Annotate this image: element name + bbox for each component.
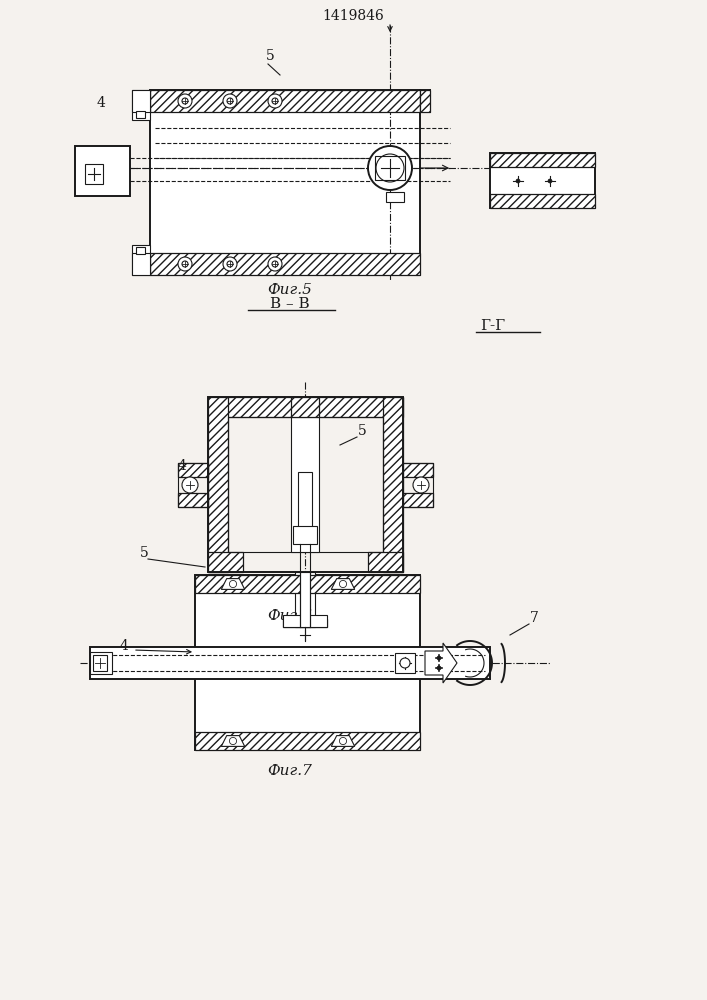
- Bar: [195, 575, 420, 593]
- Circle shape: [182, 98, 188, 104]
- Circle shape: [229, 737, 237, 745]
- Bar: [132, 90, 150, 112]
- Circle shape: [227, 261, 233, 267]
- Bar: [90, 652, 112, 674]
- Circle shape: [437, 666, 441, 670]
- Bar: [283, 615, 327, 627]
- Bar: [90, 647, 490, 679]
- Circle shape: [376, 154, 404, 182]
- Polygon shape: [332, 736, 355, 746]
- Bar: [208, 397, 403, 572]
- Text: 4: 4: [178, 459, 187, 473]
- Text: 7: 7: [530, 611, 539, 625]
- Circle shape: [516, 179, 520, 183]
- Bar: [136, 247, 145, 254]
- Text: 4: 4: [120, 639, 129, 653]
- Bar: [295, 572, 315, 627]
- Circle shape: [268, 94, 282, 108]
- Bar: [132, 245, 150, 275]
- Circle shape: [437, 656, 441, 660]
- Circle shape: [178, 257, 192, 271]
- Text: Фиг.5: Фиг.5: [267, 283, 312, 297]
- Bar: [490, 153, 595, 167]
- Circle shape: [227, 98, 233, 104]
- Bar: [490, 194, 595, 208]
- Bar: [403, 493, 433, 507]
- Text: В – В: В – В: [270, 297, 310, 311]
- Bar: [136, 111, 145, 118]
- Polygon shape: [221, 736, 245, 746]
- Circle shape: [223, 94, 237, 108]
- Circle shape: [182, 477, 198, 493]
- Bar: [178, 463, 208, 507]
- Bar: [150, 90, 420, 275]
- Bar: [228, 417, 383, 552]
- Bar: [383, 397, 403, 572]
- Bar: [208, 397, 403, 417]
- Bar: [150, 90, 420, 112]
- Polygon shape: [332, 579, 355, 589]
- Circle shape: [272, 261, 278, 267]
- Bar: [195, 575, 420, 750]
- Circle shape: [223, 257, 237, 271]
- Bar: [178, 493, 208, 507]
- Bar: [85, 164, 103, 184]
- Bar: [291, 417, 319, 552]
- Bar: [395, 653, 415, 673]
- Bar: [178, 463, 208, 477]
- Polygon shape: [425, 643, 457, 683]
- Text: Фиг.6: Фиг.6: [267, 609, 312, 623]
- Bar: [132, 253, 150, 275]
- Bar: [195, 732, 420, 750]
- Bar: [132, 90, 150, 120]
- Bar: [300, 572, 310, 627]
- Text: 5: 5: [266, 49, 274, 63]
- Circle shape: [272, 98, 278, 104]
- Bar: [293, 526, 317, 544]
- Circle shape: [339, 737, 346, 745]
- Bar: [368, 552, 403, 572]
- Circle shape: [182, 261, 188, 267]
- Circle shape: [368, 146, 412, 190]
- Bar: [75, 146, 130, 196]
- Bar: [93, 655, 107, 671]
- Bar: [208, 397, 228, 572]
- Circle shape: [339, 580, 346, 588]
- Bar: [208, 552, 243, 572]
- Bar: [386, 192, 404, 202]
- Text: 5: 5: [140, 546, 148, 560]
- Circle shape: [413, 477, 429, 493]
- Text: 5: 5: [358, 424, 367, 438]
- Text: 4: 4: [97, 96, 105, 110]
- Bar: [150, 253, 420, 275]
- Polygon shape: [221, 579, 245, 589]
- Circle shape: [268, 257, 282, 271]
- Bar: [403, 463, 433, 477]
- Bar: [403, 463, 433, 507]
- Bar: [298, 472, 312, 532]
- Circle shape: [400, 658, 410, 668]
- Bar: [375, 156, 405, 180]
- Circle shape: [178, 94, 192, 108]
- Circle shape: [229, 580, 237, 588]
- Text: Г-Г: Г-Г: [480, 319, 505, 333]
- Bar: [291, 397, 319, 417]
- Bar: [490, 153, 595, 208]
- Bar: [420, 90, 430, 112]
- Text: 1419846: 1419846: [322, 9, 384, 23]
- Text: Фиг.7: Фиг.7: [267, 764, 312, 778]
- Bar: [283, 619, 327, 627]
- Circle shape: [548, 179, 552, 183]
